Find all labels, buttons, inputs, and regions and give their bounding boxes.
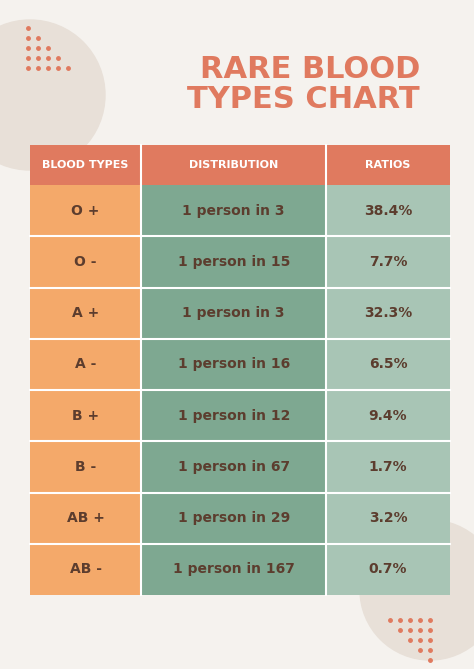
Bar bbox=[30, 236, 141, 288]
Bar bbox=[141, 544, 326, 595]
Text: 1 person in 29: 1 person in 29 bbox=[178, 511, 290, 525]
Bar bbox=[326, 492, 450, 544]
Text: AB +: AB + bbox=[67, 511, 105, 525]
Circle shape bbox=[0, 20, 105, 170]
Bar bbox=[326, 544, 450, 595]
Text: O +: O + bbox=[72, 203, 100, 217]
Text: B -: B - bbox=[75, 460, 96, 474]
Text: 32.3%: 32.3% bbox=[364, 306, 412, 320]
Text: 1 person in 67: 1 person in 67 bbox=[178, 460, 290, 474]
Bar bbox=[30, 492, 141, 544]
Bar bbox=[326, 442, 450, 492]
Text: O -: O - bbox=[74, 255, 97, 269]
Bar bbox=[141, 145, 326, 185]
Bar bbox=[30, 145, 141, 185]
Bar bbox=[30, 288, 141, 339]
Bar bbox=[141, 288, 326, 339]
Bar bbox=[141, 442, 326, 492]
Text: 6.5%: 6.5% bbox=[369, 357, 407, 371]
Bar bbox=[141, 339, 326, 390]
Text: AB -: AB - bbox=[70, 563, 101, 577]
Bar bbox=[141, 236, 326, 288]
Text: 1 person in 16: 1 person in 16 bbox=[178, 357, 290, 371]
Bar bbox=[30, 185, 141, 236]
Text: DISTRIBUTION: DISTRIBUTION bbox=[189, 160, 278, 170]
Text: 0.7%: 0.7% bbox=[369, 563, 407, 577]
Text: 7.7%: 7.7% bbox=[369, 255, 407, 269]
Bar bbox=[30, 390, 141, 442]
Text: 1 person in 12: 1 person in 12 bbox=[177, 409, 290, 423]
Bar bbox=[326, 339, 450, 390]
Text: RARE BLOOD: RARE BLOOD bbox=[200, 55, 420, 84]
Bar bbox=[30, 442, 141, 492]
Text: A -: A - bbox=[75, 357, 96, 371]
Text: 38.4%: 38.4% bbox=[364, 203, 412, 217]
Text: B +: B + bbox=[72, 409, 99, 423]
Text: 1 person in 3: 1 person in 3 bbox=[182, 306, 285, 320]
Text: RATIOS: RATIOS bbox=[365, 160, 411, 170]
Text: 1 person in 167: 1 person in 167 bbox=[173, 563, 295, 577]
Bar bbox=[326, 185, 450, 236]
Bar bbox=[326, 390, 450, 442]
Text: 9.4%: 9.4% bbox=[369, 409, 407, 423]
Bar bbox=[326, 236, 450, 288]
Bar bbox=[141, 185, 326, 236]
Bar bbox=[326, 288, 450, 339]
Text: 1 person in 15: 1 person in 15 bbox=[177, 255, 290, 269]
Text: 1 person in 3: 1 person in 3 bbox=[182, 203, 285, 217]
Bar bbox=[326, 145, 450, 185]
Bar bbox=[141, 492, 326, 544]
Bar bbox=[30, 339, 141, 390]
Text: BLOOD TYPES: BLOOD TYPES bbox=[43, 160, 129, 170]
Bar bbox=[141, 390, 326, 442]
Circle shape bbox=[360, 520, 474, 660]
Text: 3.2%: 3.2% bbox=[369, 511, 407, 525]
Text: 1.7%: 1.7% bbox=[369, 460, 407, 474]
Text: A +: A + bbox=[72, 306, 99, 320]
Bar bbox=[30, 544, 141, 595]
Text: TYPES CHART: TYPES CHART bbox=[187, 85, 420, 114]
